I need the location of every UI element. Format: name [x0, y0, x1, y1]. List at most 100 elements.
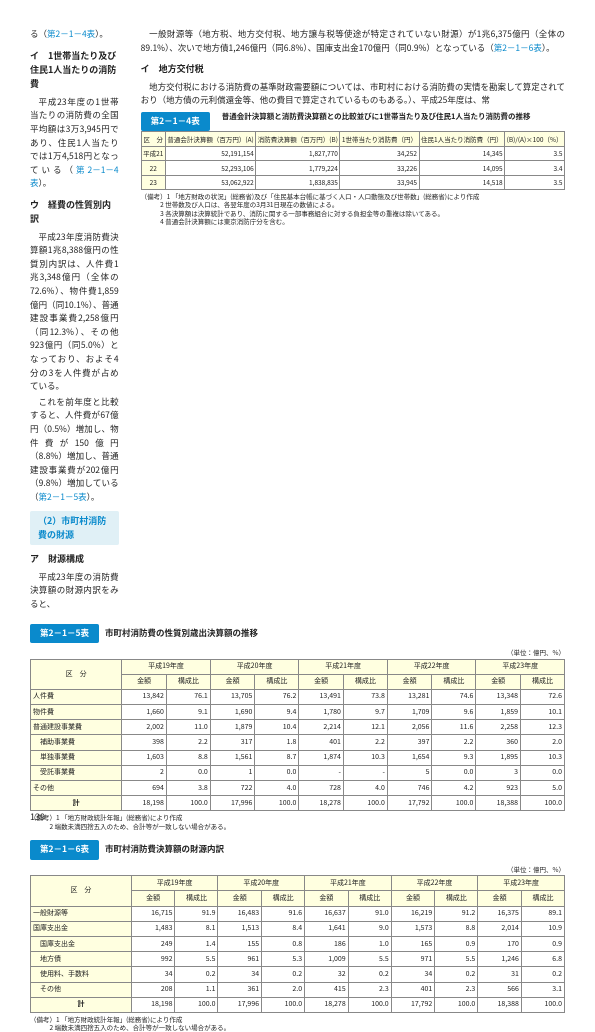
- cell: 8.4: [262, 921, 305, 936]
- cell: 5.0: [520, 781, 564, 796]
- cell: 9.0: [348, 921, 391, 936]
- cell: 91.9: [175, 906, 218, 921]
- cell: 961: [218, 952, 262, 967]
- cell: 4.0: [343, 781, 387, 796]
- table-215-title: 市町村消防費の性質別歳出決算額の推移: [105, 627, 258, 641]
- cell: 415: [305, 982, 349, 997]
- txt: ）。: [87, 491, 100, 503]
- th: 平成20年度: [218, 876, 305, 891]
- cell: 0.2: [175, 967, 218, 982]
- cell: 1,573: [391, 921, 435, 936]
- th: 金額: [131, 891, 175, 906]
- cell: 1.8: [255, 735, 299, 750]
- cell: 3.1: [521, 982, 564, 997]
- cell: 722: [210, 781, 255, 796]
- cell: 0.2: [348, 967, 391, 982]
- cell: 5.3: [262, 952, 305, 967]
- cell: 100.0: [255, 796, 299, 811]
- cell: 1,009: [305, 952, 349, 967]
- cell: 5.5: [175, 952, 218, 967]
- th: 消防費決算額（百万円）(B): [256, 132, 340, 146]
- cell: 18,198: [122, 796, 167, 811]
- cell: 2.2: [166, 735, 210, 750]
- cell: 13,842: [122, 689, 167, 704]
- cell: 5.5: [348, 952, 391, 967]
- cell: 1,827,770: [256, 146, 340, 160]
- cell: 401: [391, 982, 435, 997]
- th: 構成比: [432, 674, 476, 689]
- row-head: 人件費: [31, 689, 122, 704]
- cell: 34: [391, 967, 435, 982]
- cell: 1.4: [175, 937, 218, 952]
- th: 構成比: [520, 674, 564, 689]
- txt: ）。: [39, 177, 52, 189]
- section-2-title: （2）市町村消防費の財源: [30, 511, 119, 546]
- cell: 74.6: [432, 689, 476, 704]
- cell: 3.5: [505, 175, 565, 189]
- cell: 1,513: [218, 921, 262, 936]
- cell: 13,705: [210, 689, 255, 704]
- cell: 1,779,224: [256, 161, 340, 175]
- heading-ri: イ 地方交付税: [141, 62, 565, 76]
- cell: 33,226: [340, 161, 419, 175]
- row-head: 国庫支出金: [31, 921, 132, 936]
- row-head: 22: [141, 161, 165, 175]
- heading-i: イ 1世帯当たり及び住民1人当たりの消防費: [30, 49, 119, 92]
- cell: 1,246: [478, 952, 522, 967]
- cell: 10.3: [520, 750, 564, 765]
- th: 金額: [218, 891, 262, 906]
- th: 構成比: [262, 891, 305, 906]
- th: 構成比: [166, 674, 210, 689]
- cell: 1,660: [122, 705, 167, 720]
- table-216-title: 市町村消防費決算額の財源内訳: [105, 843, 224, 857]
- cell: 9.1: [166, 705, 210, 720]
- th: 平成22年度: [391, 876, 478, 891]
- row-head: 計: [31, 796, 122, 811]
- cell: 10.3: [343, 750, 387, 765]
- table-214-label: 第2－1－4表: [141, 112, 210, 132]
- table-216-header: 第2－1－6表 市町村消防費決算額の財源内訳: [30, 840, 565, 860]
- table-214-title: 普通会計決算額と消防費決算額との比較並びに1世帯当たり及び住民1人当たり消防費の…: [222, 112, 531, 122]
- th: 区 分: [31, 659, 122, 689]
- th: 構成比: [348, 891, 391, 906]
- table-216: 区 分平成19年度平成20年度平成21年度平成22年度平成23年度金額構成比金額…: [30, 875, 565, 1013]
- cell: 13,491: [299, 689, 344, 704]
- cell: 170: [478, 937, 522, 952]
- cell: 1,874: [299, 750, 344, 765]
- para-u1: 平成23年度消防費決算額1兆8,388億円の性質別内訳は、人件費1兆3,348億…: [30, 231, 119, 394]
- cell: 9.3: [432, 750, 476, 765]
- cell: 208: [131, 982, 175, 997]
- cell: 1,603: [122, 750, 167, 765]
- cell: 3.4: [505, 161, 565, 175]
- cell: 18,278: [299, 796, 344, 811]
- link-214a[interactable]: 第2－1－4表: [47, 28, 95, 40]
- th: 金額: [210, 674, 255, 689]
- cell: 0.0: [255, 765, 299, 780]
- cell: 3.5: [505, 146, 565, 160]
- table-214-header: 第2－1－4表 普通会計決算額と消防費決算額との比較並びに1世帯当たり及び住民1…: [141, 112, 565, 132]
- cell: 1.1: [175, 982, 218, 997]
- table-216-notes: （備考）1 「地方財政統計年報」(総務省)により作成 2 端数未満四捨五入のため…: [30, 1015, 565, 1032]
- cell: 1,690: [210, 705, 255, 720]
- link-215[interactable]: 第2－1－5表: [39, 491, 87, 503]
- cell: 76.2: [255, 689, 299, 704]
- txt: ）。: [542, 42, 555, 54]
- cell: 18,198: [131, 997, 175, 1012]
- table-216-unit: （単位：億円、%）: [30, 864, 565, 874]
- heading-u: ウ 経費の性質別内訳: [30, 198, 119, 227]
- cell: 9.6: [432, 705, 476, 720]
- cell: 34: [131, 967, 175, 982]
- cell: 9.4: [255, 705, 299, 720]
- cell: 1,654: [387, 750, 432, 765]
- cell: 17,996: [210, 796, 255, 811]
- upper-columns: る（第2－1－4表）。 イ 1世帯当たり及び住民1人当たりの消防費 平成23年度…: [30, 28, 565, 614]
- cell: 1: [210, 765, 255, 780]
- para-a: 平成23年度の消防費決算額の財源内訳をみると、: [30, 571, 119, 612]
- cell: 1,859: [476, 705, 521, 720]
- cell: 16,375: [478, 906, 522, 921]
- cell: 76.1: [166, 689, 210, 704]
- cell: 5: [387, 765, 432, 780]
- link-216[interactable]: 第2－1－6表: [494, 42, 542, 54]
- cell: 0.9: [435, 937, 478, 952]
- cell: 1,709: [387, 705, 432, 720]
